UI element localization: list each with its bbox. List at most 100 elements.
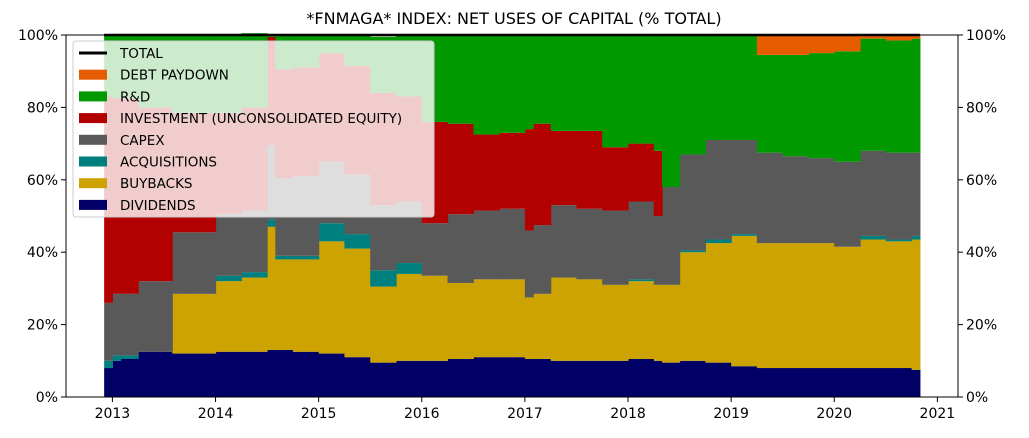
area-segment-buybacks [550, 277, 578, 361]
area-segment-acquisitions [679, 250, 706, 253]
legend-label-total: TOTAL [119, 46, 163, 62]
area-segment-buybacks [395, 273, 423, 361]
area-segment-r-d [731, 35, 758, 140]
area-segment-dividends [705, 362, 732, 397]
y-tick-label-left-40: 40% [27, 245, 58, 261]
area-segment-acquisitions [104, 360, 113, 369]
area-segment-acquisitions [112, 355, 122, 361]
area-segment-buybacks [808, 243, 835, 369]
area-segment-r-d [885, 40, 913, 153]
area-segment-acquisitions [911, 235, 921, 240]
area-segment-capex [104, 302, 113, 361]
y-tick-label-right-0: 0% [966, 390, 988, 406]
area-segment-dividends [576, 360, 603, 397]
chart-title: *FNMAGA* INDEX: NET USES OF CAPITAL (% T… [306, 9, 721, 28]
area-segment-r-d [860, 38, 887, 151]
x-tick-label-2014: 2014 [198, 406, 234, 422]
area-segment-capex [421, 223, 449, 276]
area-segment-acquisitions [395, 263, 423, 274]
y-tick-label-right-100: 100% [966, 28, 1006, 44]
area-segment-acquisitions [267, 219, 276, 227]
area-segment-capex [524, 230, 534, 298]
area-segment-investment-unconsolidated-equity [550, 130, 578, 206]
legend-swatch-capex [79, 134, 107, 145]
area-segment-dividends [138, 351, 165, 397]
legend-label-investment-unconsolidated-equity: INVESTMENT (UNCONSOLIDATED EQUITY) [120, 111, 402, 127]
area-segment-acquisitions [292, 255, 320, 260]
area-segment-buybacks [473, 279, 500, 358]
area-segment-buybacks [241, 277, 268, 352]
area-segment-capex [189, 232, 217, 294]
area-segment-debt-paydown [911, 35, 921, 39]
area-segment-capex [731, 139, 758, 235]
plot-frame [65, 34, 959, 398]
area-segment-capex [447, 214, 474, 283]
area-segment-buybacks [499, 279, 526, 358]
area-segment-dividends [533, 358, 552, 397]
area-segment-capex [679, 154, 706, 251]
y-tick-label-left-60: 60% [27, 173, 58, 189]
area-segment-buybacks [860, 239, 887, 369]
area-segment-buybacks [576, 279, 603, 361]
area-segment-buybacks [292, 259, 320, 352]
area-segment-investment-unconsolidated-equity [499, 132, 526, 209]
area-segment-buybacks [662, 284, 681, 363]
area-segment-r-d [653, 35, 663, 151]
area-segment-acquisitions [860, 235, 887, 240]
area-segment-capex [756, 152, 784, 244]
y-tick-label-left-100: 100% [18, 28, 58, 44]
area-segment-dividends [241, 351, 268, 397]
area-segment-buybacks [370, 286, 397, 363]
area-segment-capex [215, 214, 242, 276]
area-segment-capex [576, 208, 603, 280]
area-segment-dividends [662, 362, 681, 397]
area-segment-r-d [808, 53, 835, 159]
y-tick-label-right-40: 40% [966, 245, 997, 261]
area-segment-dividends [395, 360, 423, 397]
area-segment-buybacks [911, 239, 921, 370]
area-segment-dividends [104, 368, 113, 397]
area-segment-capex [860, 150, 887, 236]
area-segment-capex [172, 232, 191, 294]
legend-box [72, 40, 435, 218]
area-segment-acquisitions [885, 239, 913, 242]
area-segment-capex [138, 281, 165, 352]
area-segment-r-d [499, 35, 526, 133]
legend-label-r-d: R&D [120, 89, 150, 105]
area-segment-dividends [628, 358, 655, 397]
area-segment-r-d [628, 35, 655, 144]
area-segment-dividends [189, 353, 217, 397]
area-segment-dividends [267, 349, 276, 397]
area-segment-debt-paydown [885, 35, 913, 41]
area-segment-dividends [292, 351, 320, 397]
area-segment-dividends [112, 360, 122, 397]
area-segment-debt-paydown [834, 35, 861, 52]
area-segment-dividends [679, 360, 706, 397]
area-segment-r-d [602, 35, 629, 148]
area-segment-buybacks [215, 281, 242, 352]
area-segment-dividends [602, 360, 629, 397]
area-segment-dividends [808, 368, 835, 397]
area-segment-acquisitions [344, 234, 371, 249]
area-segment-buybacks [756, 243, 784, 369]
area-segment-dividends [172, 353, 191, 397]
area-segment-dividends [275, 349, 294, 397]
area-segment-buybacks [653, 284, 663, 361]
area-segment-dividends [499, 357, 526, 397]
x-tick-label-2017: 2017 [507, 406, 543, 422]
area-segment-capex [163, 281, 173, 352]
y-tick-label-right-60: 60% [966, 173, 997, 189]
x-tick-label-2018: 2018 [610, 406, 646, 422]
area-segment-buybacks [628, 281, 655, 359]
area-segment-capex [911, 152, 921, 236]
area-segment-dividends [834, 368, 861, 397]
y-tick-label-right-80: 80% [966, 100, 997, 116]
area-segment-buybacks [189, 293, 217, 354]
area-segment-acquisitions [120, 355, 139, 359]
area-segment-buybacks [172, 293, 191, 354]
area-segment-debt-paydown [808, 35, 835, 54]
area-segment-buybacks [885, 241, 913, 369]
area-segment-capex [628, 201, 655, 280]
area-segment-buybacks [834, 246, 861, 369]
area-segment-acquisitions [215, 275, 242, 282]
